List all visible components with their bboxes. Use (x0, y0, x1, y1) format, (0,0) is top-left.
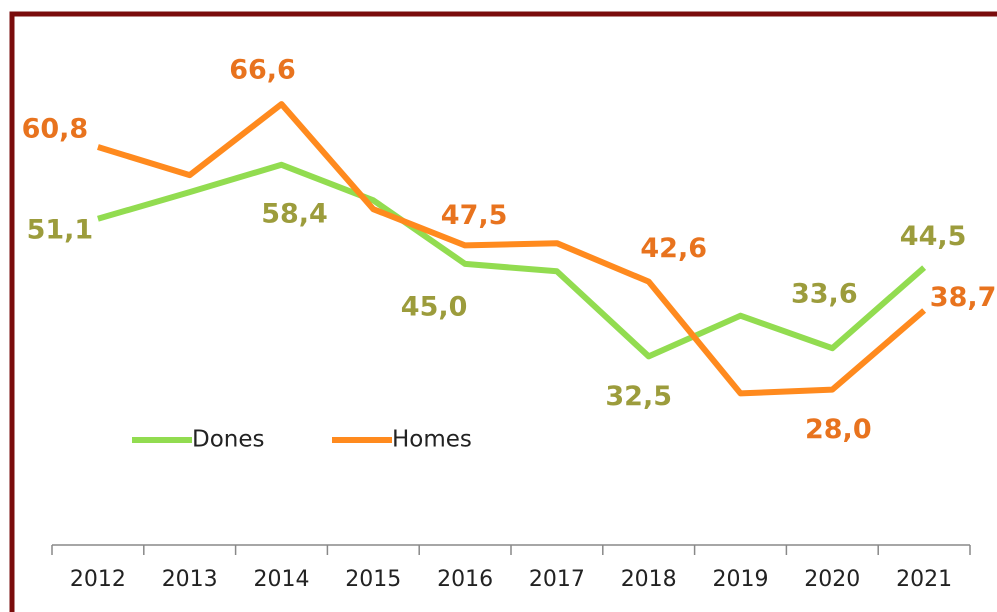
data-label: 42,6 (640, 233, 707, 264)
x-tick-label: 2015 (345, 567, 401, 592)
series-line (97, 101, 927, 397)
series-line (97, 161, 927, 360)
x-tick-label: 2013 (162, 567, 218, 592)
data-label: 47,5 (441, 200, 508, 231)
x-tick-label: 2018 (621, 567, 677, 592)
data-label: 38,7 (930, 282, 997, 313)
legend-label: Homes (392, 427, 472, 453)
data-label: 58,4 (261, 198, 328, 229)
data-label: 28,0 (805, 414, 872, 445)
frame (9, 11, 997, 612)
data-label: 45,0 (401, 291, 468, 322)
x-tick-label: 2019 (713, 567, 769, 592)
legend-label: Dones (192, 427, 265, 453)
data-label: 51,1 (27, 214, 94, 245)
x-tick-label: 2014 (254, 567, 310, 592)
data-label: 32,5 (605, 381, 672, 412)
data-label: 33,6 (791, 279, 858, 310)
data-label: 60,8 (22, 114, 89, 145)
x-tick-label: 2012 (70, 567, 126, 592)
x-tick-label: 2017 (529, 567, 585, 592)
data-label: 66,6 (229, 55, 296, 86)
x-tick-label: 2020 (804, 567, 860, 592)
x-tick-label: 2021 (896, 567, 952, 592)
x-tick-label: 2016 (437, 567, 493, 592)
data-label: 44,5 (900, 221, 967, 252)
